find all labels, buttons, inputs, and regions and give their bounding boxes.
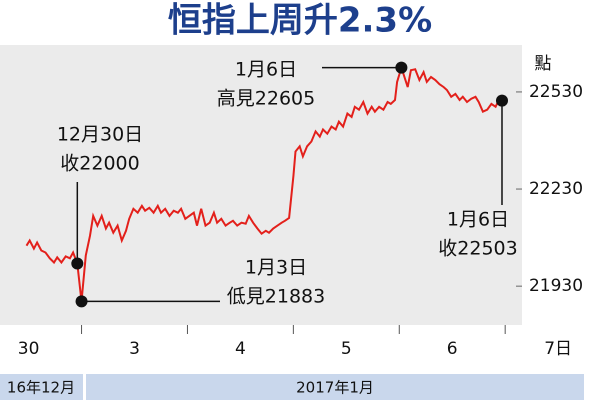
x-tick-label: 3 [129, 339, 140, 359]
month-band [0, 374, 83, 400]
marker [495, 94, 508, 107]
y-axis-label: 點 [535, 54, 552, 74]
annotation-date: 12月30日 [57, 124, 143, 146]
annotation-date: 1月6日 [235, 59, 297, 81]
y-tick-label: 22230 [529, 179, 583, 199]
annotation-label: 高見22605 [217, 88, 315, 110]
annotation-date: 1月3日 [245, 257, 307, 279]
x-tick-label: 30 [18, 339, 40, 359]
y-tick-label: 21930 [529, 276, 583, 296]
month-label: 2017年1月 [296, 379, 374, 397]
annotation-date: 1月6日 [447, 209, 509, 231]
chart-title: 恒指上周升2.3% [168, 1, 432, 41]
annotation-label: 收22503 [438, 238, 517, 260]
month-band [86, 374, 584, 400]
x-tick-label: 6 [447, 339, 458, 359]
y-tick-label: 22530 [529, 82, 583, 102]
x-tick-label: 4 [235, 339, 246, 359]
month-label: 16年12月 [7, 379, 75, 397]
marker [71, 257, 84, 270]
annotation-label: 低見21883 [227, 286, 325, 308]
annotation-label: 收22000 [60, 153, 139, 175]
marker [395, 61, 408, 74]
marker [75, 295, 88, 308]
x-tick-label: 5 [341, 339, 352, 359]
x-tick-label: 7日 [544, 339, 572, 359]
price-line [25, 64, 503, 302]
plot-area [0, 45, 522, 325]
